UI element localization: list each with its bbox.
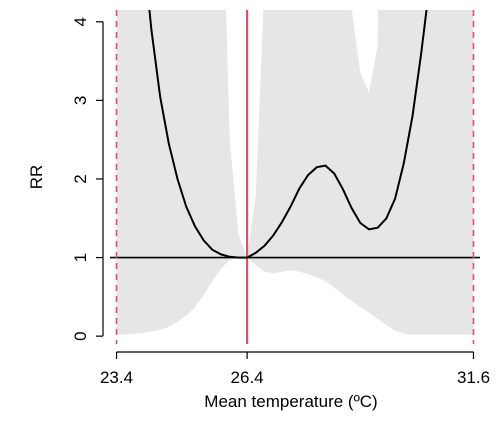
x-axis-title: Mean temperature (ºC) [204, 392, 377, 411]
confidence-band [116, 10, 474, 335]
x-tick-label-1: 26.4 [231, 368, 264, 387]
x-tick-label-0: 23.4 [100, 368, 133, 387]
y-axis-title: RR [27, 165, 46, 190]
y-tick-label-3: 3 [71, 96, 90, 105]
x-tick-label-2: 31.6 [457, 368, 490, 387]
axes: 0 1 2 3 4 23.4 26.4 31.6 [71, 17, 490, 387]
y-tick-label-2: 2 [71, 174, 90, 183]
y-tick-label-0: 0 [71, 331, 90, 340]
y-tick-label-4: 4 [71, 17, 90, 26]
rr-curve [148, 10, 428, 259]
y-tick-label-1: 1 [71, 253, 90, 262]
plot-area [110, 10, 480, 344]
